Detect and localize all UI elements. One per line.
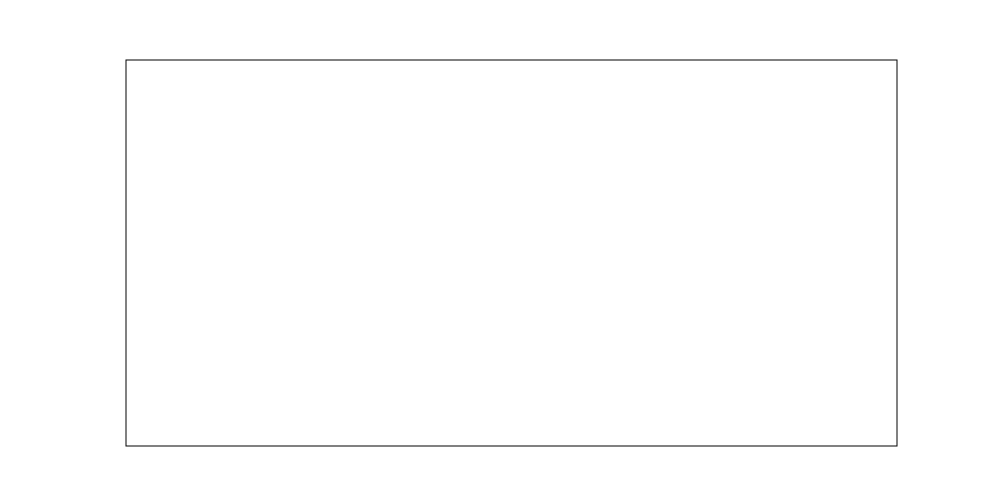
plot-frame: [125, 59, 898, 447]
